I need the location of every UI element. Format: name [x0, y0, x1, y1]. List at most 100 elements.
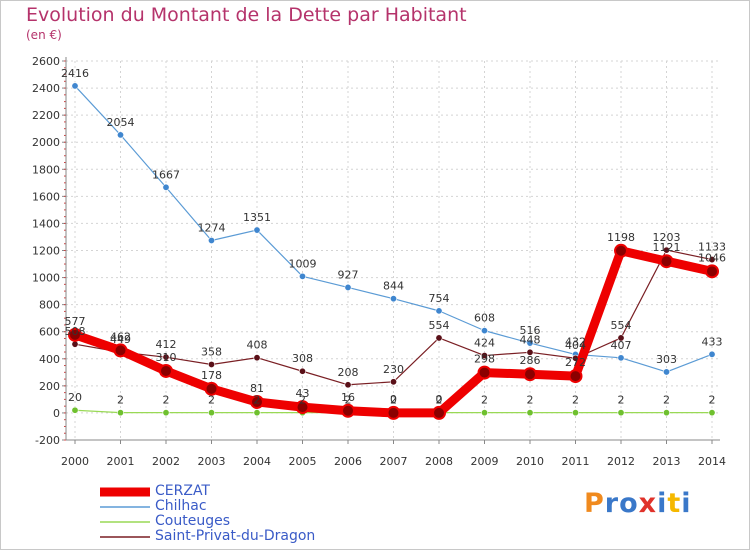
y-tick-label: 2200: [32, 109, 60, 122]
data-point-cerzat: [659, 254, 674, 269]
data-label-saint-privat-du-dragon: 358: [201, 345, 222, 358]
data-label-cerzat: 0: [436, 393, 443, 406]
data-label-cerzat: 178: [201, 369, 222, 382]
data-label-couteuges: 2: [208, 394, 215, 407]
x-tick-label: 2000: [61, 455, 89, 468]
data-label-chilhac: 1274: [198, 221, 226, 234]
data-point-couteuges: [571, 409, 579, 417]
data-label-chilhac: 2054: [107, 116, 135, 129]
y-tick-label: 600: [39, 326, 60, 339]
data-point-cerzat: [295, 400, 310, 415]
y-tick-label: 1200: [32, 245, 60, 258]
x-tick-label: 2014: [698, 455, 726, 468]
x-tick-label: 2003: [198, 455, 226, 468]
data-point-saint-privat-du-dragon: [389, 378, 397, 386]
data-point-couteuges: [708, 409, 716, 417]
data-label-cerzat: 577: [65, 315, 86, 328]
data-label-couteuges: 2: [436, 394, 443, 407]
data-label-saint-privat-du-dragon: 408: [247, 339, 268, 352]
y-tick-label: 2000: [32, 136, 60, 149]
y-tick-label: 0: [53, 407, 60, 420]
data-label-cerzat: 1121: [653, 241, 681, 254]
data-point-saint-privat-du-dragon: [253, 354, 261, 362]
data-point-chilhac: [480, 327, 488, 335]
data-point-cerzat: [477, 365, 492, 380]
legend-label-saint-privat-du-dragon: Saint-Privat-du-Dragon: [155, 528, 316, 544]
data-label-cerzat: 43: [296, 387, 310, 400]
data-point-cerzat: [523, 367, 537, 382]
data-point-couteuges: [71, 406, 79, 414]
y-tick-label: 400: [39, 353, 60, 366]
data-label-saint-privat-du-dragon: 1203: [653, 231, 681, 244]
data-point-saint-privat-du-dragon: [526, 348, 534, 356]
data-label-couteuges: 2: [117, 394, 124, 407]
data-point-cerzat: [386, 405, 401, 420]
data-label-saint-privat-du-dragon: 554: [611, 319, 632, 332]
data-point-cerzat: [113, 343, 128, 358]
data-label-chilhac: 1351: [243, 211, 271, 224]
data-label-chilhac: 608: [474, 312, 495, 325]
data-point-couteuges: [526, 409, 534, 417]
data-point-saint-privat-du-dragon: [71, 340, 79, 348]
data-label-saint-privat-du-dragon: 1133: [698, 241, 726, 254]
data-label-chilhac: 516: [520, 324, 541, 337]
x-tick-label: 2005: [289, 455, 317, 468]
data-point-cerzat: [432, 405, 446, 420]
data-label-cerzat: 1198: [607, 231, 635, 244]
data-point-saint-privat-du-dragon: [298, 367, 306, 375]
data-label-cerzat: 462: [110, 330, 131, 343]
data-point-cerzat: [250, 394, 264, 409]
data-label-couteuges: 2: [390, 394, 397, 407]
data-point-chilhac: [71, 82, 79, 90]
data-label-saint-privat-du-dragon: 424: [474, 337, 495, 350]
data-point-saint-privat-du-dragon: [162, 353, 170, 361]
y-tick-label: -200: [35, 434, 60, 447]
y-tick-label: 1600: [32, 190, 60, 203]
y-tick-label: 200: [39, 380, 60, 393]
x-tick-label: 2008: [425, 455, 453, 468]
chart-title: Evolution du Montant de la Dette par Hab…: [26, 4, 467, 26]
data-point-cerzat: [204, 381, 219, 396]
data-label-cerzat: 81: [250, 382, 264, 395]
data-label-couteuges: 2: [618, 394, 625, 407]
data-label-chilhac: 844: [383, 280, 404, 293]
data-point-saint-privat-du-dragon: [617, 334, 625, 342]
data-label-couteuges: 2: [345, 394, 352, 407]
data-point-chilhac: [708, 350, 716, 358]
y-tick-label: 800: [39, 299, 60, 312]
data-label-chilhac: 432: [565, 335, 586, 348]
data-label-chilhac: 1009: [289, 257, 317, 270]
data-point-chilhac: [253, 226, 261, 234]
data-label-saint-privat-du-dragon: 508: [65, 325, 86, 338]
y-tick-label: 2600: [32, 55, 60, 68]
data-label-saint-privat-du-dragon: 308: [292, 352, 313, 365]
data-point-cerzat: [705, 264, 719, 279]
data-label-chilhac: 927: [338, 268, 359, 281]
data-label-cerzat: 16: [341, 391, 355, 404]
data-label-chilhac: 754: [429, 292, 450, 305]
data-point-couteuges: [617, 409, 625, 417]
data-label-cerzat: 298: [474, 353, 495, 366]
data-point-cerzat: [159, 363, 173, 378]
data-label-couteuges: 2: [572, 394, 579, 407]
data-point-chilhac: [344, 283, 352, 291]
data-label-saint-privat-du-dragon: 448: [520, 333, 541, 346]
data-point-saint-privat-du-dragon: [662, 246, 670, 254]
legend-label-couteuges: Couteuges: [155, 513, 230, 529]
data-label-couteuges: 20: [68, 391, 82, 404]
data-point-chilhac: [208, 236, 216, 244]
x-tick-label: 2011: [562, 455, 590, 468]
data-point-saint-privat-du-dragon: [708, 256, 716, 264]
data-point-chilhac: [617, 354, 625, 362]
data-point-saint-privat-du-dragon: [344, 381, 352, 389]
data-label-saint-privat-du-dragon: 404: [565, 339, 586, 352]
data-point-cerzat: [68, 327, 82, 342]
data-label-saint-privat-du-dragon: 412: [156, 338, 177, 351]
x-tick-label: 2010: [516, 455, 544, 468]
data-point-cerzat: [341, 403, 355, 418]
data-label-couteuges: 2: [299, 394, 306, 407]
data-label-couteuges: 2: [254, 394, 261, 407]
x-tick-label: 2006: [334, 455, 362, 468]
legend-label-chilhac: Chilhac: [155, 498, 207, 514]
data-point-chilhac: [389, 295, 397, 303]
